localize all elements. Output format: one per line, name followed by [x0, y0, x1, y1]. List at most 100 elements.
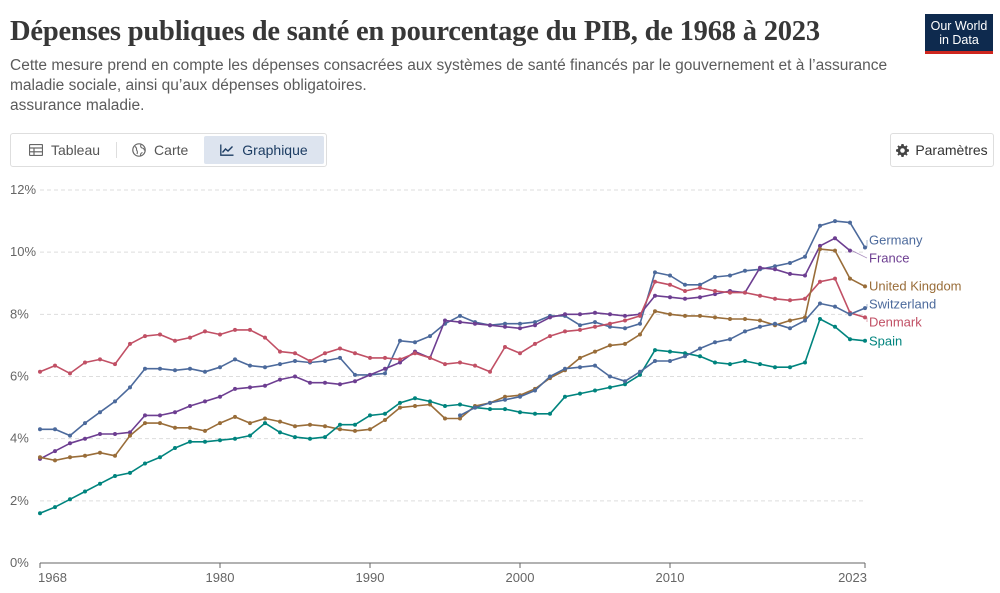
data-point-united-kingdom	[53, 458, 57, 463]
data-point-denmark	[818, 279, 822, 284]
globe-icon	[132, 143, 146, 157]
data-point-germany	[113, 399, 117, 404]
chart-subtitle: Cette mesure prend en compte les dépense…	[10, 56, 890, 116]
data-point-denmark	[53, 363, 57, 368]
data-point-spain	[218, 438, 222, 443]
data-point-france	[83, 436, 87, 441]
settings-label: Paramètres	[915, 142, 988, 158]
data-point-switzerland	[863, 306, 867, 311]
data-point-denmark	[443, 362, 447, 367]
data-point-united-kingdom	[353, 428, 357, 433]
data-point-spain	[668, 349, 672, 354]
data-point-spain	[578, 391, 582, 396]
data-point-united-kingdom	[203, 428, 207, 433]
tab-table-label: Tableau	[51, 142, 101, 158]
data-point-switzerland	[653, 359, 657, 363]
data-point-denmark	[338, 346, 342, 351]
data-point-switzerland	[758, 324, 762, 329]
tab-map[interactable]: Carte	[116, 136, 204, 164]
data-point-france	[443, 318, 447, 323]
data-point-france	[293, 374, 297, 379]
data-point-spain	[698, 354, 702, 359]
settings-button[interactable]: Paramètres	[890, 133, 994, 167]
data-point-switzerland	[593, 363, 597, 368]
series-line-germany	[40, 220, 866, 437]
data-point-spain	[68, 497, 72, 502]
data-point-united-kingdom	[653, 309, 657, 314]
owid-logo[interactable]: Our World in Data	[925, 14, 993, 54]
data-point-germany	[623, 326, 627, 331]
data-point-germany	[188, 366, 192, 371]
data-point-germany	[833, 219, 837, 224]
data-point-denmark	[83, 360, 87, 365]
data-point-switzerland	[698, 346, 702, 351]
data-point-denmark	[158, 332, 162, 337]
data-point-denmark	[188, 335, 192, 340]
data-point-denmark	[38, 369, 42, 374]
data-point-germany	[638, 321, 642, 326]
legend-label-switzerland: Switzerland	[869, 296, 936, 311]
data-point-united-kingdom	[158, 421, 162, 426]
subtitle-line-2: maladie sociale, ainsi qu’aux dépenses o…	[10, 77, 367, 94]
logo-line-1: Our World	[930, 19, 988, 33]
data-point-germany	[713, 275, 717, 279]
data-point-germany	[143, 366, 147, 371]
data-point-france	[323, 380, 327, 385]
legend-label-denmark: Denmark	[869, 314, 922, 329]
data-point-france	[143, 413, 147, 418]
data-point-denmark	[503, 345, 507, 349]
data-point-spain	[443, 404, 447, 408]
x-tick-label: 1980	[206, 570, 235, 585]
data-point-spain	[53, 505, 57, 510]
data-point-united-kingdom	[818, 247, 822, 252]
data-point-germany	[383, 371, 387, 376]
data-point-denmark	[458, 360, 462, 365]
series-line-france	[39, 237, 851, 460]
y-tick-label: 4%	[10, 431, 29, 446]
data-point-spain	[848, 337, 852, 342]
data-point-france	[503, 324, 507, 329]
data-point-spain	[503, 407, 507, 412]
data-point-switzerland	[608, 374, 612, 379]
data-point-united-kingdom	[668, 312, 672, 317]
data-point-denmark	[593, 324, 597, 329]
y-tick-label: 2%	[10, 493, 29, 508]
data-point-denmark	[473, 363, 477, 368]
data-point-denmark	[413, 351, 417, 356]
data-point-denmark	[488, 369, 492, 374]
x-tick-label: 1990	[356, 570, 385, 585]
data-point-spain	[248, 433, 252, 438]
data-point-germany	[458, 313, 462, 318]
data-point-united-kingdom	[323, 424, 327, 429]
data-point-germany	[38, 427, 42, 432]
data-point-denmark	[638, 313, 642, 318]
data-point-france	[848, 248, 852, 253]
tab-table[interactable]: Tableau	[13, 136, 116, 164]
data-point-denmark	[653, 279, 657, 284]
y-tick-label: 10%	[10, 244, 36, 259]
data-point-germany	[233, 357, 237, 362]
data-point-germany	[398, 338, 402, 343]
data-point-spain	[158, 455, 162, 460]
data-point-spain	[608, 385, 612, 390]
data-point-spain	[233, 436, 237, 441]
data-point-spain	[263, 421, 267, 426]
data-point-germany	[848, 220, 852, 225]
series-line-denmark	[39, 277, 866, 375]
data-point-france	[548, 315, 552, 320]
data-point-germany	[593, 320, 597, 325]
data-point-denmark	[713, 289, 717, 293]
data-point-germany	[248, 363, 252, 368]
tab-chart[interactable]: Graphique	[204, 136, 324, 164]
data-point-united-kingdom	[113, 453, 117, 458]
data-point-germany	[503, 321, 507, 326]
data-point-france	[458, 320, 462, 325]
data-point-denmark	[428, 355, 432, 360]
data-point-spain	[293, 435, 297, 440]
data-point-switzerland	[848, 312, 852, 317]
data-point-spain	[128, 470, 132, 475]
data-point-spain	[188, 439, 192, 444]
data-point-spain	[788, 365, 792, 370]
data-point-switzerland	[473, 405, 477, 410]
data-point-denmark	[368, 355, 372, 360]
